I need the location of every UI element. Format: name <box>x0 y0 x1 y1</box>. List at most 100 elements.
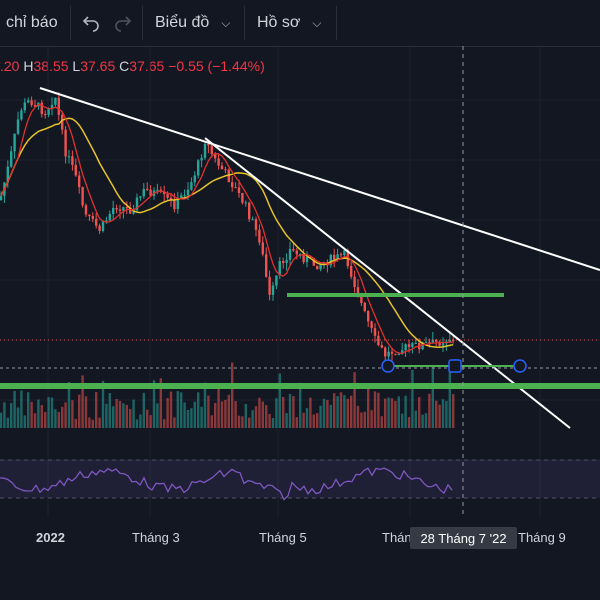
candle-body <box>390 351 394 354</box>
volume-bar <box>299 382 302 428</box>
volume-bar <box>81 375 84 428</box>
candle-body <box>350 266 353 277</box>
volume-bar <box>319 405 322 428</box>
volume-bar <box>394 400 397 428</box>
volume-bar <box>98 417 101 428</box>
volume-bar <box>23 415 26 428</box>
candle-body <box>84 205 88 215</box>
candle-body <box>81 187 84 206</box>
volume-bar <box>183 402 186 428</box>
volume-bar <box>10 403 13 428</box>
high-prefix: H <box>23 58 34 74</box>
candle-body <box>404 344 407 351</box>
candle-body <box>329 254 332 266</box>
candle-body <box>122 207 125 211</box>
volume-bar <box>431 365 434 428</box>
toolbar-divider <box>70 6 71 40</box>
candle-body <box>438 341 441 346</box>
volume-bar <box>231 362 234 428</box>
volume-bar <box>91 419 94 428</box>
drawing-tools[interactable] <box>0 87 600 429</box>
indicators-button[interactable]: chỉ báo <box>6 0 58 46</box>
time-axis-label: Thán <box>382 530 412 545</box>
candle-body <box>305 257 309 263</box>
candle-body <box>54 97 57 105</box>
toolbar-divider <box>244 6 245 40</box>
candle-body <box>125 207 128 209</box>
volume-bar <box>37 399 40 428</box>
candle-body <box>288 248 292 260</box>
candle-body <box>200 157 203 161</box>
candle-body <box>421 342 424 350</box>
volume-bar <box>275 398 278 428</box>
candle-body <box>363 302 366 312</box>
candle-body <box>186 189 190 196</box>
volume-bars <box>0 362 455 428</box>
volume-bar <box>387 397 390 428</box>
candle-body <box>98 225 101 231</box>
profile-menu-button[interactable]: Hồ sơ ⌵ <box>257 0 322 46</box>
chart-grid <box>0 46 600 516</box>
candle-body <box>227 169 230 183</box>
candle-body <box>282 260 285 264</box>
volume-bar <box>445 400 448 428</box>
candle-body <box>47 108 50 116</box>
candle-body <box>312 257 315 266</box>
toolbar-divider <box>142 6 143 40</box>
volume-bar <box>452 394 455 428</box>
price-chart-canvas[interactable] <box>0 46 600 516</box>
volume-bar <box>363 411 366 428</box>
ohlc-legend: .20 H38.55 L37.65 C37.65 −0.55 (−1.44%) <box>0 58 265 74</box>
chart-menu-label: Biểu đồ <box>155 14 210 31</box>
volume-bar <box>292 396 295 428</box>
volume-bar <box>78 394 81 428</box>
volume-bar <box>176 391 179 428</box>
candle-body <box>302 253 305 263</box>
candle-body <box>169 197 173 200</box>
candle-body <box>112 207 115 214</box>
volume-bar <box>13 390 16 428</box>
volume-bar <box>305 408 309 428</box>
volume-bar <box>421 414 424 428</box>
volume-bar <box>380 416 383 428</box>
volume-bar <box>251 410 254 428</box>
close-value: 37.65 <box>129 58 165 74</box>
candle-body <box>271 285 275 295</box>
time-axis-label: Tháng 3 <box>132 530 180 545</box>
candle-body <box>248 202 251 220</box>
volume-bar <box>258 397 261 428</box>
candle-body <box>268 276 271 295</box>
candle-body <box>146 188 149 190</box>
volume-bar <box>343 395 346 428</box>
candle-body <box>207 143 210 146</box>
volume-bar <box>261 401 264 428</box>
volume-bar <box>67 382 71 428</box>
volume-bar <box>166 398 169 428</box>
candle-body <box>377 335 380 346</box>
volume-bar <box>142 392 145 428</box>
candle-body <box>356 287 360 297</box>
volume-bar <box>180 392 183 428</box>
candle-body <box>50 104 54 109</box>
candle-body <box>275 275 278 286</box>
volume-bar <box>448 367 451 428</box>
volume-bar <box>108 393 111 428</box>
volume-bar <box>435 400 438 428</box>
chart-menu-button[interactable]: Biểu đồ ⌵ <box>155 0 230 46</box>
candle-body <box>431 339 434 343</box>
volume-bar <box>373 391 377 428</box>
volume-bar <box>295 417 298 428</box>
volume-bar <box>156 403 159 428</box>
candle-body <box>0 195 3 200</box>
candle-body <box>387 351 390 357</box>
candle-body <box>234 187 237 189</box>
volume-bar <box>214 402 217 428</box>
rsi-line <box>0 467 453 501</box>
candle-body <box>166 194 169 198</box>
volume-bar <box>288 393 292 428</box>
redo-icon[interactable] <box>110 10 136 36</box>
candle-body <box>67 156 71 158</box>
candle-body <box>452 339 455 341</box>
undo-icon[interactable] <box>78 10 104 36</box>
volume-bar <box>57 411 60 428</box>
